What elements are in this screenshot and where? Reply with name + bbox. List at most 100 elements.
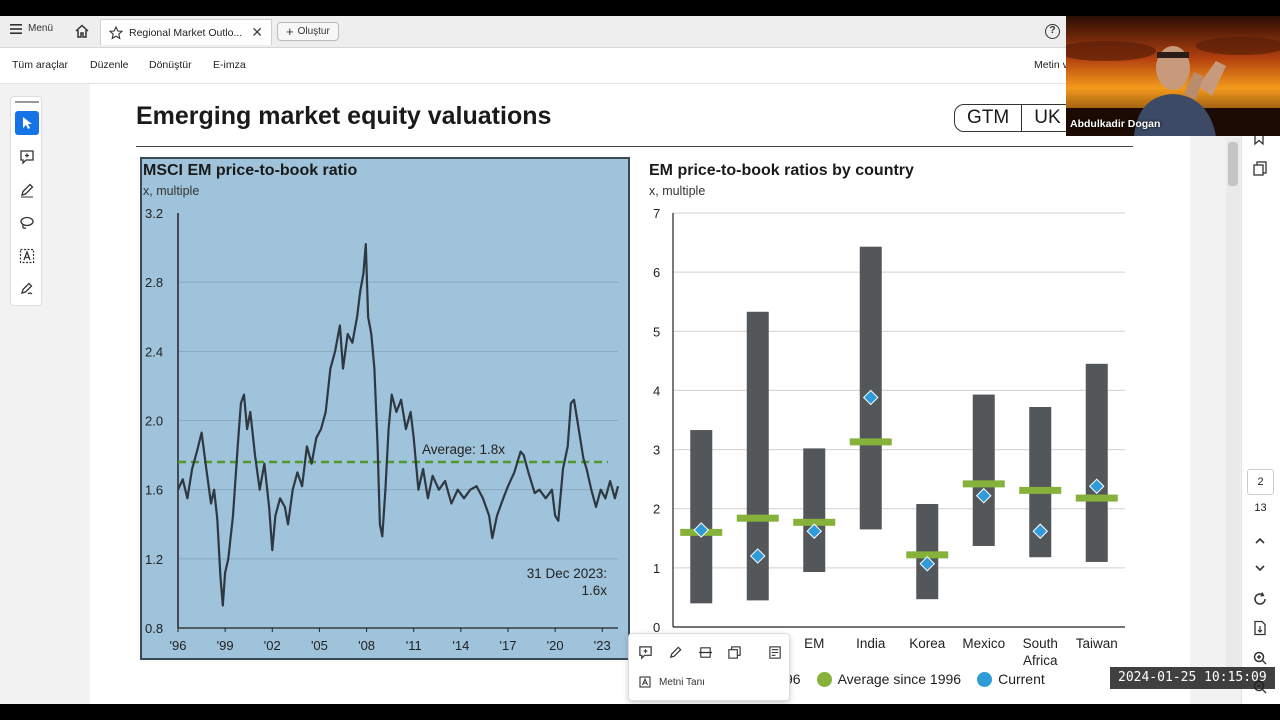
save-page-icon[interactable] xyxy=(1252,620,1268,636)
right-tool-rail xyxy=(1241,84,1280,704)
average-marker xyxy=(793,518,836,526)
chevron-up-icon[interactable] xyxy=(1252,533,1268,549)
right-chart-ylabel: x, multiple xyxy=(649,184,706,198)
left-x-tick-label: '08 xyxy=(358,638,375,653)
right-y-tick-label: 5 xyxy=(653,324,660,339)
category-label: India xyxy=(856,636,886,651)
left-y-tick-label: 0.8 xyxy=(145,621,163,636)
left-y-tick-label: 2.4 xyxy=(145,344,163,359)
pen-icon xyxy=(21,183,34,198)
text-box-tool[interactable] xyxy=(15,244,39,268)
page-number-input[interactable]: 2 xyxy=(1247,469,1274,495)
pen-icon xyxy=(669,645,682,658)
tool-edit[interactable]: Düzenle xyxy=(90,59,129,71)
popup-recognize-text[interactable]: Metni Tanı xyxy=(639,676,705,688)
tool-e-sign[interactable]: E-imza xyxy=(213,59,246,71)
create-button[interactable]: + Oluştur xyxy=(277,22,339,41)
category-label: Mexico xyxy=(962,636,1005,651)
left-y-tick-label: 1.6 xyxy=(145,483,163,498)
average-marker xyxy=(1019,486,1062,494)
left-x-tick-label: '02 xyxy=(264,638,281,653)
current-marker xyxy=(693,522,710,538)
plus-icon: + xyxy=(286,24,294,39)
popup-more-button[interactable] xyxy=(765,642,785,662)
zoom-in-icon[interactable] xyxy=(1252,650,1268,666)
popup-copy-button[interactable] xyxy=(724,642,744,662)
cursor-icon xyxy=(23,117,32,129)
hamburger-icon xyxy=(10,23,22,34)
chevron-down-icon[interactable] xyxy=(1252,560,1268,576)
tool-all-tools[interactable]: Tüm araçlar xyxy=(12,59,69,71)
left-chart-title: MSCI EM price-to-book ratio xyxy=(143,162,358,179)
draw-tool[interactable] xyxy=(15,178,39,202)
participant-name: Abdulkadir Dogan xyxy=(1070,118,1161,130)
average-marker xyxy=(849,438,892,446)
home-icon[interactable] xyxy=(73,22,91,40)
rail-divider xyxy=(15,101,39,103)
range-bar xyxy=(859,246,882,530)
popup-comment-button[interactable] xyxy=(635,642,655,662)
left-x-tick-label: '17 xyxy=(500,638,517,653)
right-y-tick-label: 3 xyxy=(653,443,660,458)
ocr-icon xyxy=(639,676,651,688)
legend-average-swatch xyxy=(816,671,832,687)
slide-title: Emerging market equity valuations xyxy=(136,102,552,130)
webcam-video xyxy=(1066,16,1280,136)
right-chart-title: EM price-to-book ratios by country xyxy=(649,162,914,179)
left-chart-ylabel: x, multiple xyxy=(143,184,200,198)
value-annotation: 1.6x xyxy=(581,583,607,598)
right-y-tick-label: 7 xyxy=(653,206,660,221)
range-bar xyxy=(746,311,769,601)
comment-icon xyxy=(20,150,34,165)
right-y-tick-label: 0 xyxy=(653,620,660,635)
scrollbar-thumb[interactable] xyxy=(1228,142,1238,186)
left-x-tick-label: '96 xyxy=(170,638,187,653)
range-bar xyxy=(1029,406,1052,558)
current-marker xyxy=(1032,523,1049,539)
refresh-icon[interactable] xyxy=(1252,591,1268,607)
text-menu[interactable]: Metin v xyxy=(1034,59,1068,71)
star-icon[interactable] xyxy=(109,25,123,40)
range-bar xyxy=(690,430,713,604)
pages-icon[interactable] xyxy=(1252,160,1268,176)
left-x-tick-label: '99 xyxy=(217,638,234,653)
left-x-tick-label: '20 xyxy=(547,638,564,653)
left-chart-panel xyxy=(140,157,630,660)
gtm-badge: GTM UK xyxy=(954,104,1074,132)
current-marker xyxy=(806,523,823,539)
category-label: South xyxy=(1023,636,1058,651)
pb-ratio-line xyxy=(176,243,620,607)
close-tab-icon[interactable]: ✕ xyxy=(251,24,263,40)
legend-item-average: Average since 1996 xyxy=(816,671,962,687)
signature-icon xyxy=(21,282,33,295)
category-label: Korea xyxy=(909,636,946,651)
average-marker xyxy=(736,514,779,522)
popup-strikethrough-button[interactable] xyxy=(695,642,715,662)
current-marker xyxy=(1088,478,1105,495)
left-x-tick-label: '23 xyxy=(594,638,611,653)
page-total: 13 xyxy=(1254,502,1267,514)
lasso-tool[interactable] xyxy=(15,211,39,235)
range-bar xyxy=(1085,363,1108,562)
comment-tool[interactable] xyxy=(15,145,39,169)
range-bar xyxy=(803,448,826,572)
comment-icon xyxy=(638,645,652,660)
select-tool[interactable] xyxy=(15,111,39,135)
document-tab[interactable]: Regional Market Outlo... ✕ xyxy=(100,19,272,45)
right-y-tick-label: 2 xyxy=(653,502,660,517)
average-marker xyxy=(906,551,949,559)
vertical-scrollbar[interactable] xyxy=(1226,138,1240,678)
popup-highlight-button[interactable] xyxy=(665,642,685,662)
sign-tool[interactable] xyxy=(15,277,39,301)
category-label: Taiwan xyxy=(1076,636,1118,651)
right-y-tick-label: 6 xyxy=(653,265,660,280)
copy-icon xyxy=(727,645,741,659)
legend-average-label: Average since 1996 xyxy=(837,671,962,687)
menu-button[interactable]: Menü xyxy=(10,23,53,34)
tool-convert[interactable]: Dönüştür xyxy=(149,59,192,71)
chart-legend: 96 Average since 1996 Current xyxy=(785,671,1053,687)
help-icon[interactable]: ? xyxy=(1045,24,1060,39)
legend-item-current: Current xyxy=(977,671,1045,687)
category-label: EM xyxy=(804,636,824,651)
left-x-tick-label: '14 xyxy=(452,638,469,653)
